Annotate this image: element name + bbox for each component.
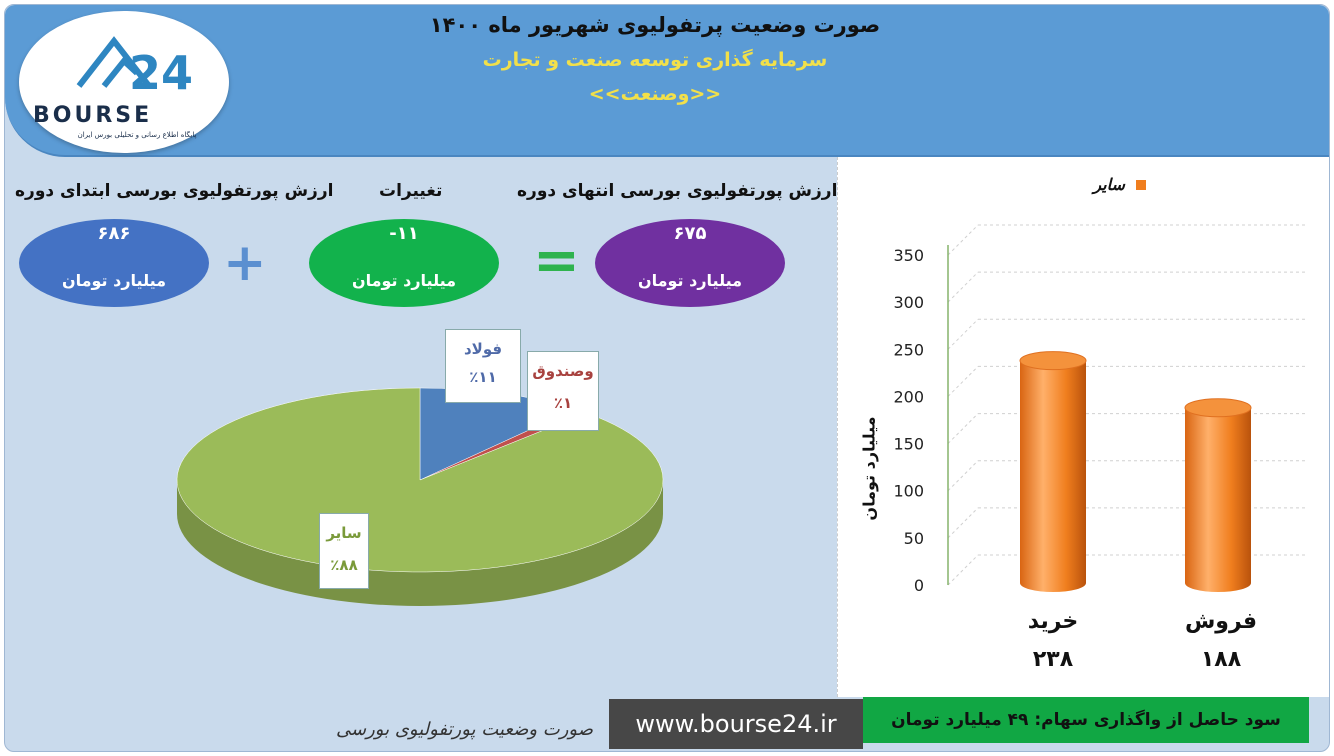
slide-frame: صورت وضعیت پرتفولیوی شهریور ماه ۱۴۰۰ سرم…: [4, 4, 1330, 752]
pie-side-wall: [177, 480, 663, 606]
grid-slant-1: [947, 507, 979, 539]
pie-label-foulad: فولاد ٪۱۱: [445, 329, 521, 403]
bar-body-0: [1020, 360, 1086, 592]
bar-value-buy: ۲۳۸: [1032, 647, 1074, 672]
y-tick-label-4: 200: [893, 387, 924, 406]
end-value: ۶۷۵: [673, 223, 707, 244]
company-symbol: <<وصنعت>>: [588, 83, 722, 105]
bar-y-axis-label: میلیارد تومان: [859, 416, 879, 521]
y-tick-label-0: 0: [914, 576, 924, 595]
pie-label-sayer-pct: ٪۸۸: [330, 556, 358, 574]
bar-top-0: [1019, 351, 1087, 371]
y-tick-label-6: 300: [893, 293, 924, 312]
y-tick-label-7: 350: [893, 246, 924, 265]
y-tick-label-1: 50: [904, 529, 924, 548]
grid-slant-4: [947, 366, 979, 397]
company-name: سرمایه گذاری توسعه صنعت و تجارت: [482, 49, 828, 71]
bar-legend: سایر: [1056, 175, 1146, 199]
page-title: صورت وضعیت پرتفولیوی شهریور ماه ۱۴۰۰: [429, 13, 881, 37]
bourse24-logo: 24 BOURSE پایگاه اطلاع رسانی و تحلیلی بو…: [19, 11, 229, 153]
start-value-ellipse: ۶۸۶ میلیارد تومان: [19, 219, 209, 307]
bar-top-1: [1184, 398, 1252, 418]
pie-label-vasandoq-pct: ٪۱: [553, 394, 573, 412]
grid-slant-2: [947, 460, 979, 492]
pie-label-foulad-name: فولاد: [463, 340, 503, 358]
pie-label-vasandoq: وصندوق ٪۱: [527, 351, 599, 431]
grid-slant-0: [947, 554, 979, 586]
start-value-unit: میلیارد تومان: [61, 271, 167, 290]
bar-category-sell: فروش: [1184, 609, 1258, 634]
logo-mark-icon: 24: [76, 36, 193, 100]
y-tick-label-5: 250: [893, 340, 924, 359]
pie-label-sayer: سایر ٪۸۸: [319, 513, 369, 589]
plus-icon: +: [223, 233, 267, 293]
end-value-unit: میلیارد تومان: [637, 271, 743, 290]
logo-number: 24: [129, 46, 193, 100]
start-value: ۶۸۶: [97, 223, 131, 244]
trade-bar-panel: 0 50 100 150 200 250 300 350 سایر میلیارد تومان…: [837, 157, 1329, 697]
bar-value-sell: ۱۸۸: [1200, 647, 1242, 672]
pie-label-foulad-pct: ٪۱۱: [469, 368, 497, 386]
end-value-label: ارزش پورتفولیوی بورسی انتهای دوره: [517, 181, 838, 201]
pie-label-sayer-name: سایر: [326, 524, 362, 542]
bar-body-1: [1185, 407, 1251, 592]
start-value-label: ارزش پورتفولیوی بورسی ابتدای دوره: [15, 181, 334, 201]
equals-icon: =: [533, 228, 580, 293]
legend-label: سایر: [1093, 175, 1125, 194]
footer-profit-banner: سود حاصل از واگذاری سهام: ۴۹ میلیارد توم…: [863, 697, 1309, 743]
change-label: تغییرات: [379, 181, 443, 201]
grid-slant-6: [947, 271, 979, 303]
y-tick-label-2: 100: [893, 482, 924, 501]
y-tick-label-3: 150: [893, 435, 924, 454]
legend-swatch-icon: [1136, 180, 1146, 190]
change-value-unit: میلیارد تومان: [351, 271, 457, 290]
change-value: -۱۱: [389, 223, 419, 244]
pie-label-vasandoq-name: وصندوق: [532, 362, 594, 380]
grid-slant-3: [947, 413, 979, 444]
logo-subtitle: پایگاه اطلاع رسانی و تحلیلی بورس ایران: [77, 131, 197, 139]
footer-caption: صورت وضعیت پورتفولیوی بورسی: [336, 719, 593, 740]
trade-bar-chart: 0 50 100 150 200 250 300 350: [893, 224, 1308, 595]
footer-website-link[interactable]: www.bourse24.ir: [609, 699, 863, 749]
logo-triangle-icon: [76, 36, 152, 88]
logo-brand: BOURSE: [33, 103, 153, 128]
grid-slant-5: [947, 318, 979, 350]
end-value-ellipse: ۶۷۵ میلیارد تومان: [595, 219, 785, 307]
change-ellipse: -۱۱ میلیارد تومان: [309, 219, 499, 307]
grid-slant-7: [947, 224, 979, 256]
bar-category-buy: خرید: [1027, 609, 1079, 634]
